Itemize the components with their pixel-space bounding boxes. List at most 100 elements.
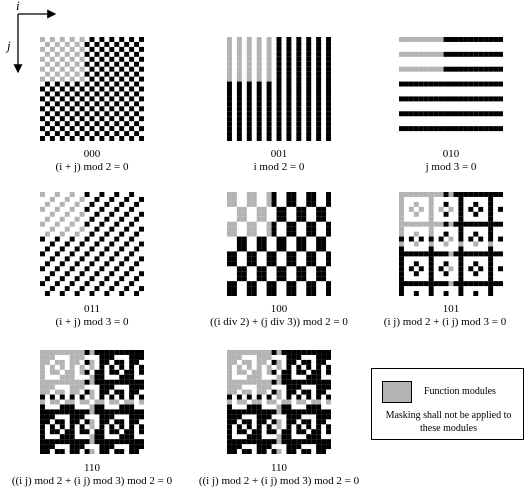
dark-module <box>129 414 135 420</box>
function-module <box>44 71 50 77</box>
function-module <box>256 41 262 47</box>
dark-module <box>104 71 110 77</box>
function-module <box>241 389 247 395</box>
dark-module <box>119 409 125 415</box>
dark-module <box>84 192 90 197</box>
dark-module <box>443 281 449 287</box>
dark-module <box>291 359 297 365</box>
dark-module <box>64 131 70 137</box>
dark-module <box>493 81 499 87</box>
dark-module <box>109 394 115 400</box>
dark-module <box>79 409 85 415</box>
dark-module <box>286 449 292 454</box>
dark-module <box>443 192 449 197</box>
function-module <box>241 350 247 355</box>
dark-module <box>286 116 292 122</box>
function-module <box>227 226 232 232</box>
dark-module <box>468 66 474 72</box>
dark-module <box>498 96 503 102</box>
dark-module <box>139 126 144 132</box>
dark-module <box>266 131 272 137</box>
dark-module <box>99 419 105 425</box>
dark-module <box>311 374 317 380</box>
mask-formula: i mod 2 = 0 <box>253 161 305 173</box>
dark-module <box>473 192 479 197</box>
dark-module <box>316 126 322 132</box>
dark-module <box>59 116 65 122</box>
dark-module <box>326 256 331 262</box>
dark-module <box>443 221 449 227</box>
dark-module <box>124 71 130 77</box>
function-module <box>413 51 419 57</box>
function-module <box>44 354 50 360</box>
dark-module <box>129 136 135 141</box>
dark-module <box>448 51 454 57</box>
function-module <box>64 369 70 375</box>
function-module <box>266 379 272 385</box>
function-module <box>399 192 404 197</box>
dark-module <box>296 364 302 370</box>
function-module <box>236 37 242 42</box>
function-module <box>448 251 454 257</box>
dark-module <box>316 359 322 365</box>
dark-module <box>453 111 459 117</box>
dark-module <box>301 409 307 415</box>
dark-module <box>134 444 140 450</box>
dark-module <box>139 46 144 52</box>
dark-module <box>109 286 115 292</box>
dark-module <box>266 136 272 141</box>
dark-module <box>296 276 302 282</box>
dark-module <box>109 136 115 141</box>
dark-module <box>74 91 80 97</box>
dark-module <box>326 286 331 292</box>
mask-grid-001 <box>227 37 331 141</box>
dark-module <box>94 71 100 77</box>
dark-module <box>59 434 65 440</box>
dark-module <box>99 434 105 440</box>
dark-module <box>473 96 479 102</box>
dark-module <box>256 429 262 435</box>
function-module <box>49 350 55 355</box>
dark-module <box>79 394 85 400</box>
dark-module <box>109 106 115 112</box>
dark-module <box>458 37 464 42</box>
function-module <box>256 46 262 52</box>
dark-module <box>266 429 272 435</box>
dark-module <box>256 439 262 445</box>
dark-module <box>301 449 307 454</box>
function-module <box>40 369 45 375</box>
dark-module <box>428 256 434 262</box>
dark-module <box>74 111 80 117</box>
dark-module <box>458 66 464 72</box>
dark-module <box>306 192 312 197</box>
function-module <box>423 51 429 57</box>
function-module <box>69 359 75 365</box>
dark-module <box>488 261 494 267</box>
function-module <box>236 56 242 62</box>
dark-module <box>49 86 55 92</box>
dark-module <box>44 111 50 117</box>
dark-module <box>493 126 499 132</box>
dark-module <box>493 111 499 117</box>
function-module <box>438 51 444 57</box>
dark-module <box>399 286 404 292</box>
function-module <box>227 350 232 355</box>
dark-module <box>109 364 115 370</box>
function-module <box>276 394 282 400</box>
axis-indicator: i j <box>0 0 60 80</box>
dark-module <box>129 419 135 425</box>
dark-module <box>227 86 232 92</box>
function-module <box>241 399 247 405</box>
function-module <box>69 384 75 390</box>
dark-module <box>443 66 449 72</box>
dark-module <box>246 286 252 292</box>
dark-module <box>246 251 252 257</box>
function-module <box>276 364 282 370</box>
dark-module <box>428 266 434 272</box>
dark-module <box>84 350 90 355</box>
dark-module <box>129 394 135 400</box>
dark-module <box>94 404 100 410</box>
dark-module <box>227 434 232 440</box>
dark-module <box>124 41 130 47</box>
dark-module <box>236 429 242 435</box>
